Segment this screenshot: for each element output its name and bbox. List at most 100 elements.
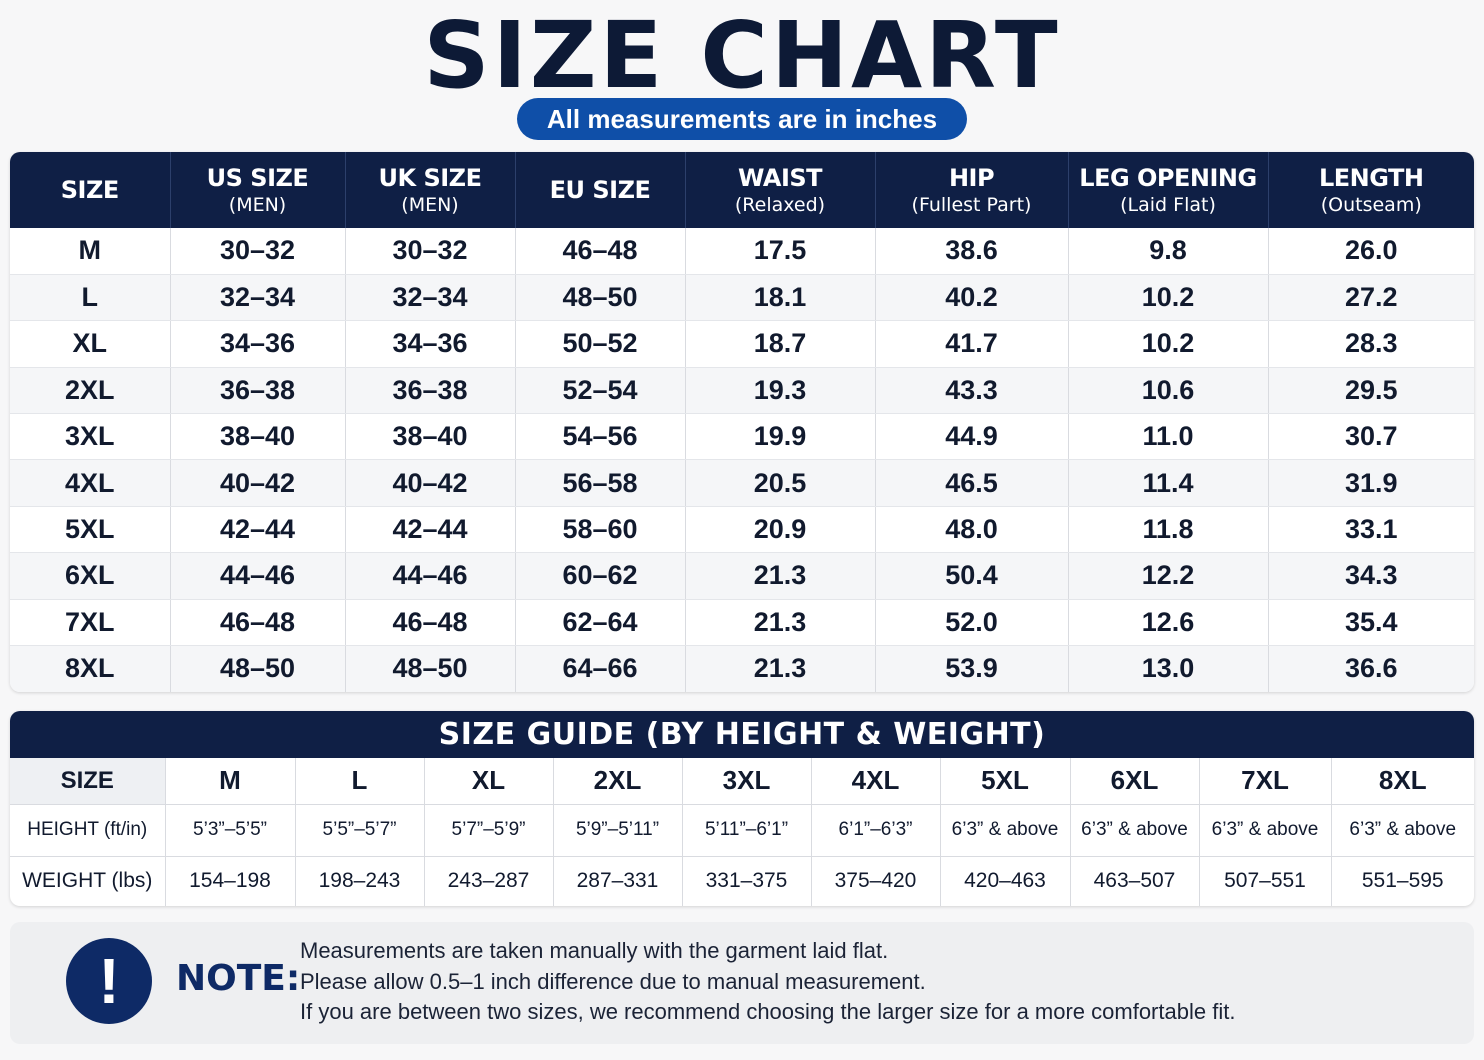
table-cell: 64–66: [515, 645, 686, 692]
table-cell: 41.7: [875, 320, 1069, 368]
table-cell: 2XL: [10, 367, 171, 415]
table-cell: 21.3: [685, 552, 876, 600]
table-cell: 20.5: [685, 459, 876, 507]
table-cell: 8XL: [10, 645, 171, 692]
note-text: Measurements are taken manually with the…: [300, 936, 1235, 1028]
column-header-label: UK SIZE: [378, 164, 482, 192]
table-cell: 10.2: [1068, 320, 1269, 368]
table-cell: XL: [10, 320, 171, 368]
guide-height-row: HEIGHT (ft/in) 5’3”–5’5” 5’5”–5’7” 5’7”–5’…: [10, 804, 1474, 857]
table-cell: 7XL: [10, 599, 171, 647]
guide-size-cell: XL: [424, 758, 554, 805]
guide-weight-label: WEIGHT (lbs): [10, 856, 166, 906]
table-header-row: SIZE US SIZE (MEN) UK SIZE (MEN) EU SIZE WAIST…: [10, 152, 1474, 228]
table-cell: 13.0: [1068, 645, 1269, 692]
table-cell: L: [10, 274, 171, 322]
table-cell: 48–50: [170, 645, 346, 692]
guide-height-cell: 6’3” & above: [1070, 804, 1200, 857]
table-cell: 11.4: [1068, 459, 1269, 507]
table-cell: 44–46: [345, 552, 516, 600]
guide-size-cell: 7XL: [1199, 758, 1332, 805]
table-cell: 12.6: [1068, 599, 1269, 647]
table-cell: 34.3: [1268, 552, 1474, 600]
guide-size-cell: L: [295, 758, 425, 805]
table-cell: 48–50: [345, 645, 516, 692]
table-row: L 32–34 32–34 48–50 18.1 40.2 10.2 27.2: [10, 274, 1474, 322]
table-cell: 52–54: [515, 367, 686, 415]
table-cell: 19.3: [685, 367, 876, 415]
table-cell: 3XL: [10, 413, 171, 461]
table-cell: 48.0: [875, 506, 1069, 554]
table-cell: 46–48: [345, 599, 516, 647]
guide-size-cell: 4XL: [811, 758, 941, 805]
column-header-label: EU SIZE: [549, 176, 651, 204]
table-cell: 40–42: [170, 459, 346, 507]
column-header-label: WAIST: [737, 164, 823, 192]
note-line: Measurements are taken manually with the…: [300, 938, 889, 963]
guide-weight-row: WEIGHT (lbs) 154–198 198–243 243–287 287–33…: [10, 856, 1474, 906]
guide-height-cell: 5’9”–5’11”: [553, 804, 683, 857]
column-header-sublabel: (Outseam): [1320, 194, 1422, 216]
size-guide-table: SIZE M L XL 2XL 3XL 4XL 5XL 6XL 7XL 8XL HEIGHT (f…: [10, 758, 1474, 906]
note-panel: ! NOTE: Measurements are taken manually …: [10, 922, 1474, 1044]
column-header: HIP (Fullest Part): [875, 152, 1069, 228]
table-cell: 50.4: [875, 552, 1069, 600]
guide-weight-cell: 507–551: [1199, 856, 1332, 906]
table-cell: 11.0: [1068, 413, 1269, 461]
table-cell: 36–38: [345, 367, 516, 415]
guide-weight-cell: 198–243: [295, 856, 425, 906]
guide-size-cell: 6XL: [1070, 758, 1200, 805]
table-cell: 48–50: [515, 274, 686, 322]
guide-size-cell: 8XL: [1331, 758, 1474, 805]
size-chart-table: SIZE US SIZE (MEN) UK SIZE (MEN) EU SIZE WAIST…: [10, 152, 1474, 692]
guide-weight-cell: 420–463: [940, 856, 1071, 906]
column-header-sublabel: (Relaxed): [734, 194, 826, 216]
guide-weight-cell: 154–198: [165, 856, 296, 906]
column-header: WAIST (Relaxed): [685, 152, 876, 228]
table-cell: 27.2: [1268, 274, 1474, 322]
table-cell: 11.8: [1068, 506, 1269, 554]
table-cell: 20.9: [685, 506, 876, 554]
table-cell: 30–32: [345, 228, 516, 275]
table-body: M 30–32 30–32 46–48 17.5 38.6 9.8 26.0 L 32–34 32–…: [10, 228, 1474, 692]
table-cell: 44.9: [875, 413, 1069, 461]
table-cell: 40.2: [875, 274, 1069, 322]
table-cell: 56–58: [515, 459, 686, 507]
note-line: Please allow 0.5–1 inch difference due t…: [300, 968, 926, 994]
table-row: 6XL 44–46 44–46 60–62 21.3 50.4 12.2 34.3: [10, 552, 1474, 600]
column-header-label: HIP: [948, 164, 995, 192]
guide-height-cell: 6’3” & above: [1331, 804, 1474, 857]
table-cell: 36.6: [1268, 645, 1474, 692]
table-cell: 60–62: [515, 552, 686, 600]
column-header: SIZE: [10, 152, 171, 228]
table-cell: 42–44: [170, 506, 346, 554]
table-cell: 31.9: [1268, 459, 1474, 507]
guide-height-cell: 5’7”–5’9”: [424, 804, 554, 857]
table-cell: 28.3: [1268, 320, 1474, 368]
table-cell: 18.7: [685, 320, 876, 368]
guide-height-cell: 6’3” & above: [1199, 804, 1332, 857]
table-cell: 34–36: [170, 320, 346, 368]
table-row: 8XL 48–50 48–50 64–66 21.3 53.9 13.0 36.6: [10, 645, 1474, 692]
column-header: LENGTH (Outseam): [1268, 152, 1474, 228]
guide-weight-cell: 375–420: [811, 856, 941, 906]
table-cell: 58–60: [515, 506, 686, 554]
column-header: UK SIZE (MEN): [345, 152, 516, 228]
guide-height-cell: 6’3” & above: [940, 804, 1071, 857]
page-title: SIZE CHART: [423, 2, 1061, 109]
table-cell: 38–40: [345, 413, 516, 461]
table-cell: 6XL: [10, 552, 171, 600]
table-cell: 18.1: [685, 274, 876, 322]
guide-weight-cell: 463–507: [1070, 856, 1200, 906]
table-cell: 44–46: [170, 552, 346, 600]
table-row: 2XL 36–38 36–38 52–54 19.3 43.3 10.6 29.5: [10, 367, 1474, 415]
table-cell: 32–34: [170, 274, 346, 322]
exclamation-icon: !: [66, 938, 152, 1024]
table-cell: 17.5: [685, 228, 876, 275]
table-cell: 10.6: [1068, 367, 1269, 415]
guide-size-row: SIZE M L XL 2XL 3XL 4XL 5XL 6XL 7XL 8XL: [10, 758, 1474, 805]
table-cell: 4XL: [10, 459, 171, 507]
table-cell: 34–36: [345, 320, 516, 368]
table-cell: 50–52: [515, 320, 686, 368]
